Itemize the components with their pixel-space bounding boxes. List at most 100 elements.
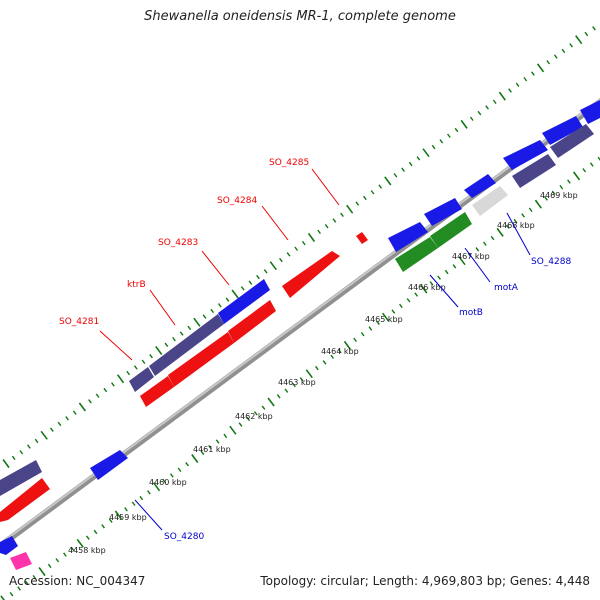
tick-minor xyxy=(477,110,482,116)
gene-label-motA[interactable]: motA xyxy=(494,283,519,293)
tick-major xyxy=(193,317,201,327)
tick-minor xyxy=(315,365,319,371)
feature-dark-r1[interactable] xyxy=(512,154,556,188)
feature-dark-r2[interactable] xyxy=(550,124,594,158)
feature-dark-ktrB[interactable] xyxy=(149,314,224,376)
feature-green-motA[interactable] xyxy=(430,212,472,248)
tick-minor xyxy=(452,264,457,269)
tick-minor xyxy=(408,161,413,167)
gene-label-motB[interactable]: motB xyxy=(459,308,483,318)
tick-minor xyxy=(376,320,380,326)
tick-minor xyxy=(108,518,113,523)
feature-green-motB[interactable] xyxy=(395,237,438,272)
tick-minor xyxy=(162,478,167,484)
gene-label-so4285[interactable]: SO_4285 xyxy=(269,158,309,168)
tick-minor xyxy=(93,529,98,535)
tick-minor xyxy=(85,535,90,540)
feature-blue-4288[interactable] xyxy=(464,174,496,198)
feature-blue-mot1[interactable] xyxy=(388,222,428,252)
tick-track-upper xyxy=(0,21,600,471)
feature-red-1[interactable] xyxy=(140,376,174,407)
gene-label-so4281[interactable]: SO_4281 xyxy=(59,317,99,327)
tick-major xyxy=(534,199,542,209)
tick-minor xyxy=(515,82,520,88)
tick-track-lower xyxy=(0,156,600,600)
tick-major xyxy=(0,595,5,600)
tick-major xyxy=(152,482,161,492)
scale-label: 4459 kbp xyxy=(109,513,147,522)
gene-label-so4288[interactable]: SO_4288 xyxy=(531,257,571,267)
tick-major xyxy=(231,289,239,299)
feature-red-3[interactable] xyxy=(228,300,276,343)
tick-minor xyxy=(111,382,115,387)
feature-dark-4281[interactable] xyxy=(129,367,154,392)
feature-blue-r3[interactable] xyxy=(580,100,600,124)
tick-minor xyxy=(513,218,518,224)
tick-minor xyxy=(439,139,444,144)
feature-blue-r2[interactable] xyxy=(542,116,583,145)
tick-minor xyxy=(19,450,24,455)
feature-pink[interactable] xyxy=(10,552,32,570)
tick-major xyxy=(40,430,48,440)
gene-label-so4283[interactable]: SO_4283 xyxy=(158,238,198,248)
feature-red-4285[interactable] xyxy=(356,232,368,244)
tick-major xyxy=(382,312,390,322)
scale-label: 4464 kbp xyxy=(321,347,359,356)
feature-blue-r1[interactable] xyxy=(503,140,548,170)
gene-label-ktrB[interactable]: ktrB xyxy=(127,280,146,290)
tick-minor xyxy=(567,179,571,184)
feature-dark-left[interactable] xyxy=(0,460,42,496)
feature-red-left[interactable] xyxy=(0,478,50,522)
scale-label: 4469 kbp xyxy=(540,191,578,200)
tick-minor xyxy=(337,348,342,354)
tick-minor xyxy=(63,552,67,557)
tick-minor xyxy=(559,184,564,190)
tick-minor xyxy=(444,269,449,275)
tick-minor xyxy=(208,444,212,450)
tick-minor xyxy=(475,247,480,252)
feature-blue-4280[interactable] xyxy=(90,450,128,480)
tick-major xyxy=(498,91,506,101)
tick-minor xyxy=(248,280,253,285)
feature-red-4284[interactable] xyxy=(282,251,340,298)
scale-label: 4466 kbp xyxy=(408,283,446,292)
feature-red-2[interactable] xyxy=(168,332,234,387)
scale-label: 4458 kbp xyxy=(68,546,106,555)
tick-minor xyxy=(561,48,566,54)
label-leaders xyxy=(99,168,531,531)
feature-blue-4283[interactable] xyxy=(218,279,270,324)
tick-major xyxy=(572,171,581,181)
tick-minor xyxy=(238,422,243,427)
tick-minor xyxy=(133,365,138,370)
tick-minor xyxy=(592,26,596,31)
tick-minor xyxy=(360,331,365,337)
tick-minor xyxy=(24,580,29,586)
tick-minor xyxy=(70,546,75,552)
tick-major xyxy=(114,510,123,520)
feature-blue-mot2[interactable] xyxy=(424,198,462,226)
feature-blue-bottom[interactable] xyxy=(0,536,18,555)
tick-minor xyxy=(370,190,375,195)
tick-minor xyxy=(332,218,337,223)
tick-major xyxy=(343,340,352,350)
tick-minor xyxy=(225,297,230,302)
gene-label-so4284[interactable]: SO_4284 xyxy=(217,196,257,206)
tick-major xyxy=(78,402,87,412)
tick-minor xyxy=(324,223,329,229)
gene-label-so4280[interactable]: SO_4280 xyxy=(164,532,204,542)
leader-so4284 xyxy=(261,205,289,241)
tick-minor xyxy=(263,269,268,274)
feature-grey-4288[interactable] xyxy=(472,186,508,216)
tick-minor xyxy=(139,495,144,501)
tick-minor xyxy=(368,326,373,331)
tick-minor xyxy=(363,195,367,201)
tick-minor xyxy=(584,31,589,37)
tick-minor xyxy=(217,303,222,308)
tick-minor xyxy=(317,229,321,235)
tick-minor xyxy=(177,467,182,473)
page-title: Shewanella oneidensis MR-1, complete gen… xyxy=(144,9,456,24)
leader-ktrB xyxy=(149,289,176,326)
tick-minor xyxy=(202,314,207,319)
tick-minor xyxy=(523,76,528,82)
